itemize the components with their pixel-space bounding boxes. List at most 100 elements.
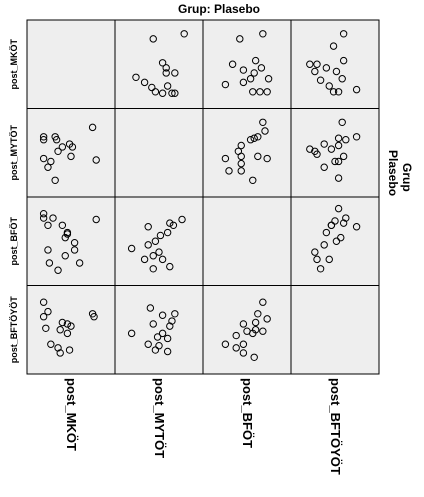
scatter-point [334, 204, 343, 213]
matrix-cell [290, 285, 380, 375]
column-label: post_BFÖT [240, 378, 255, 448]
scatter-point [169, 221, 178, 230]
scatter-point [180, 30, 188, 38]
scatter-point [44, 307, 52, 316]
scatter-point [132, 73, 140, 82]
scatter-point [155, 342, 163, 350]
scatter-point [232, 331, 240, 340]
scatter-point [251, 56, 260, 65]
scatter-point [239, 320, 248, 328]
scatter-point [162, 64, 170, 72]
scatter-point [158, 59, 167, 67]
scatter-point [254, 133, 262, 141]
scatter-point [54, 147, 62, 156]
scatter-point [158, 329, 167, 338]
scatter-point [306, 60, 314, 68]
matrix-cell [202, 108, 292, 198]
scatter-point [75, 259, 84, 267]
scatter-point [221, 340, 230, 348]
scatter-point [151, 88, 160, 96]
scatter-point [334, 134, 343, 142]
scatter-point [52, 136, 61, 144]
scatter-point [263, 154, 271, 163]
scatter-point [228, 60, 237, 68]
scatter-point [144, 340, 152, 348]
scatter-point [68, 143, 77, 151]
scatter-point [39, 133, 48, 141]
scatter-point [65, 346, 74, 354]
scatter-point [237, 159, 245, 168]
scatter-point [239, 66, 248, 74]
scatter-point [166, 322, 174, 330]
scatter-point [352, 85, 361, 94]
scatter-point [44, 163, 52, 171]
scatter-point [259, 118, 267, 127]
row-label: post_MKÖT [9, 39, 19, 90]
scatter-point [320, 241, 328, 249]
scatter-point [250, 69, 258, 77]
scatter-point [58, 221, 67, 230]
scatter-point [239, 78, 248, 87]
scatter-point [171, 89, 179, 97]
scatter-point [44, 221, 52, 230]
scatter-point [352, 223, 361, 231]
scatter-point [338, 75, 346, 83]
scatter-point [166, 262, 174, 271]
scatter-point [140, 78, 149, 87]
scatter-point [56, 349, 64, 357]
scatter-point [178, 215, 186, 224]
scatter-point [127, 244, 136, 253]
scatter-point [239, 349, 248, 357]
scatter-point [63, 228, 72, 237]
scatter-point [149, 35, 157, 43]
scatter-point [334, 88, 343, 96]
scatter-point [88, 123, 97, 132]
scatter-point [232, 344, 240, 352]
scatter-point [151, 237, 160, 245]
scatter-point [171, 69, 179, 77]
scatter-point [331, 217, 339, 225]
scatter-point [334, 174, 343, 182]
scatter-point [92, 156, 100, 164]
scatter-point [225, 167, 233, 175]
matrix-cell [290, 108, 380, 198]
scatter-point [149, 252, 157, 260]
scatter-point [246, 136, 255, 144]
row-label: post_BFÖT [9, 216, 19, 265]
scatter-point [67, 152, 75, 161]
scatter-point [127, 329, 136, 338]
scatter-point [158, 255, 167, 264]
scatter-point [250, 134, 258, 142]
scatter-point [342, 136, 350, 144]
scatter-point [249, 329, 257, 338]
scatter-point [313, 255, 321, 264]
scatter-point [39, 298, 48, 306]
scatter-point [264, 75, 273, 83]
scatter-point [54, 266, 62, 274]
scatter-point [237, 141, 245, 150]
scatter-point [70, 239, 79, 247]
scatter-point [306, 145, 314, 153]
scatter-point [327, 221, 336, 230]
scatter-point [42, 324, 50, 332]
scatter-point [316, 265, 325, 273]
scatter-point [163, 82, 172, 90]
scatter-point [320, 140, 328, 148]
scatter-point [263, 88, 271, 96]
scatter-point [332, 67, 341, 76]
column-label: post_MYTÖT [152, 378, 167, 458]
scatter-point [259, 298, 267, 306]
matrix-cell [26, 196, 116, 286]
scatter-point [337, 233, 345, 242]
scatter-point [58, 318, 67, 327]
scatter-point [261, 127, 269, 135]
scatter-point [166, 219, 174, 227]
scatter-point [316, 76, 325, 84]
scatter-point [254, 310, 262, 318]
scatter-point [259, 327, 267, 335]
scatter-point [92, 215, 100, 224]
scatter-point [163, 228, 172, 237]
matrix-cell [202, 285, 292, 375]
scatter-point [151, 346, 160, 354]
